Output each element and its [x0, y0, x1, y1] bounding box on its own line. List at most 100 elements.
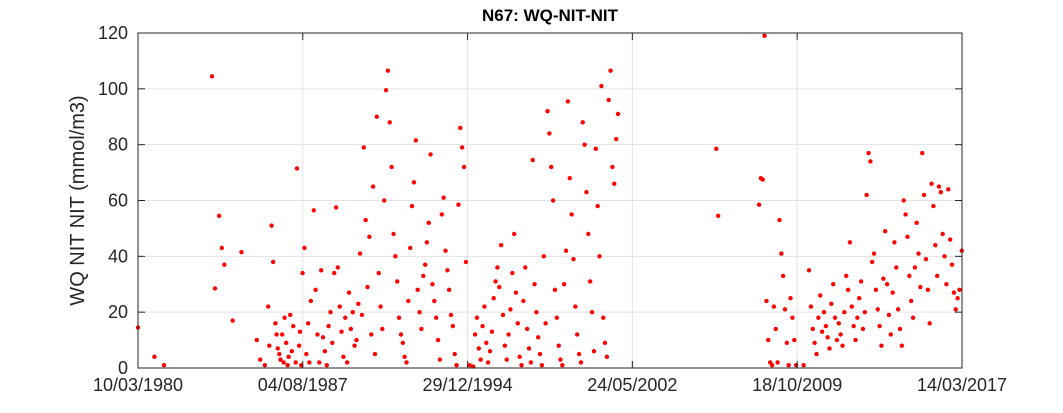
data-point [825, 335, 830, 340]
data-point [832, 315, 838, 320]
data-point [307, 360, 312, 365]
data-point [912, 265, 918, 270]
data-point [374, 114, 380, 119]
data-point [597, 254, 602, 259]
data-point [433, 315, 439, 320]
data-point [894, 265, 899, 270]
data-point [938, 189, 944, 195]
data-point [715, 213, 721, 219]
data-point [775, 360, 780, 365]
data-point [565, 99, 571, 104]
data-point [467, 363, 472, 368]
data-point [936, 184, 942, 189]
data-point [482, 304, 487, 309]
data-point [523, 265, 528, 270]
data-point [842, 309, 847, 315]
data-point [907, 273, 912, 279]
data-point [537, 351, 543, 357]
data-point [784, 340, 790, 346]
data-point [844, 273, 849, 279]
data-point [869, 259, 875, 265]
data-point [274, 332, 279, 337]
data-point [339, 329, 344, 334]
data-point [923, 256, 929, 262]
data-point [277, 351, 282, 357]
data-point [297, 329, 303, 334]
data-point [578, 360, 584, 365]
data-point [424, 240, 430, 245]
data-point [508, 307, 513, 312]
data-point [152, 354, 157, 360]
data-point [219, 245, 225, 251]
data-point [816, 315, 821, 320]
data-point [868, 159, 873, 164]
data-point [563, 248, 569, 253]
data-point [491, 296, 496, 301]
data-point [860, 326, 866, 332]
data-point [426, 220, 431, 226]
data-point [406, 298, 411, 304]
data-point [914, 220, 919, 226]
data-point [296, 343, 302, 348]
data-point [875, 307, 880, 312]
data-point [613, 136, 619, 142]
x-tick-labels: 10/03/1980 04/08/1987 29/12/1994 24/05/2002… [93, 375, 1007, 395]
data-point [779, 251, 784, 256]
data-point [356, 301, 361, 306]
data-point [790, 315, 795, 320]
data-point [576, 351, 582, 357]
data-point [293, 360, 298, 365]
data-point [354, 337, 359, 343]
data-points [135, 33, 964, 369]
data-point [344, 360, 350, 365]
data-point [601, 315, 606, 320]
data-point [543, 321, 548, 326]
data-point [571, 256, 576, 262]
data-point [599, 83, 604, 89]
data-point [504, 357, 509, 362]
data-point [782, 307, 788, 312]
data-point [437, 357, 443, 362]
data-point [881, 276, 886, 281]
data-point [866, 150, 871, 156]
data-point [391, 231, 396, 237]
data-point [372, 351, 378, 357]
data-point [239, 249, 244, 255]
data-point [858, 279, 864, 284]
data-point [829, 301, 834, 306]
data-point [404, 360, 409, 365]
data-point [430, 282, 435, 287]
data-point [161, 363, 167, 368]
data-point [402, 354, 407, 360]
data-point [326, 323, 331, 329]
data-point [409, 203, 415, 209]
data-point [439, 212, 445, 217]
y-tick-label: 100 [98, 79, 128, 99]
data-point [556, 343, 561, 348]
data-point [498, 242, 504, 248]
data-point [282, 315, 287, 320]
data-point [521, 298, 526, 304]
data-point [281, 360, 286, 365]
y-tick-label: 0 [118, 358, 128, 378]
y-tick-label: 60 [108, 191, 128, 211]
data-point [602, 340, 608, 346]
data-point [827, 346, 832, 351]
grid [137, 32, 963, 369]
data-point [545, 108, 550, 114]
data-point [847, 240, 853, 245]
data-point [378, 304, 383, 309]
data-point [367, 234, 372, 239]
data-point [871, 251, 877, 256]
data-point [595, 203, 600, 209]
data-point [853, 337, 858, 343]
data-point [946, 187, 951, 192]
data-point [851, 323, 856, 329]
data-point [879, 343, 884, 348]
data-point [428, 152, 433, 157]
data-point [474, 315, 480, 320]
data-point [818, 293, 823, 298]
data-point [472, 332, 478, 337]
data-point [541, 254, 546, 259]
